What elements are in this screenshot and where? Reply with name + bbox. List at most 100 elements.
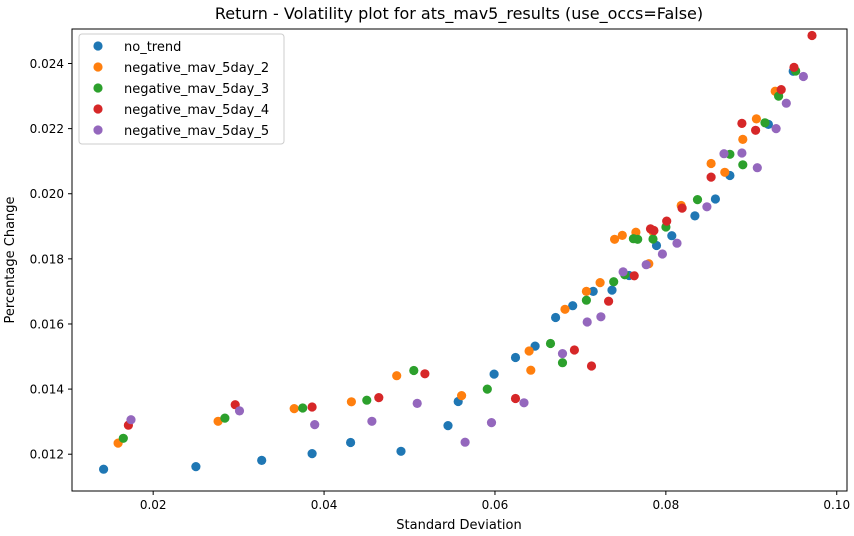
data-point <box>486 418 497 428</box>
data-point <box>99 464 109 474</box>
data-point <box>771 124 781 134</box>
data-point <box>191 462 201 472</box>
legend-marker <box>93 62 103 72</box>
data-point <box>420 369 430 379</box>
y-tick-label: 0.012 <box>30 448 64 462</box>
data-point <box>346 437 356 448</box>
data-point <box>607 285 617 295</box>
data-point <box>298 403 308 413</box>
series-negative_mav_5day_4 <box>123 30 817 430</box>
data-point <box>692 195 703 205</box>
data-point <box>519 398 529 408</box>
data-point <box>581 286 592 296</box>
data-point <box>738 134 748 144</box>
data-point <box>220 413 230 423</box>
data-point <box>677 203 687 213</box>
data-point <box>307 449 317 459</box>
data-point <box>633 234 643 244</box>
data-point <box>586 361 597 371</box>
data-point <box>737 148 747 158</box>
data-point <box>798 71 809 82</box>
legend-label: no_trend <box>124 40 181 55</box>
data-point <box>257 455 267 465</box>
data-point <box>649 225 659 236</box>
legend-label: negative_mav_5day_4 <box>124 103 269 118</box>
data-point <box>524 346 534 356</box>
data-point <box>560 304 570 314</box>
data-point <box>781 98 791 108</box>
y-tick-label: 0.014 <box>30 383 64 397</box>
data-point <box>489 369 499 379</box>
data-point <box>482 384 492 394</box>
data-point <box>374 393 384 403</box>
legend-label: negative_mav_5day_3 <box>124 82 269 97</box>
data-point <box>690 211 700 221</box>
y-tick-label: 0.020 <box>30 187 64 201</box>
data-point <box>807 30 817 41</box>
data-point <box>595 278 605 288</box>
data-point <box>234 406 245 416</box>
data-point <box>610 234 620 244</box>
data-point <box>551 312 561 323</box>
data-point <box>629 271 639 281</box>
axes-frame <box>71 28 848 492</box>
data-point <box>568 301 578 311</box>
data-point <box>569 345 580 355</box>
data-point <box>460 437 470 447</box>
series-negative_mav_5day_5 <box>126 71 809 447</box>
data-point <box>126 415 136 425</box>
data-point <box>526 365 536 375</box>
data-point <box>362 395 372 405</box>
x-axis-ticks: 0.02 0.04 0.06 0.08 0.10 <box>140 491 850 512</box>
legend: no_trend negative_mav_5day_2 negative_mav_… <box>78 33 285 145</box>
data-point <box>412 398 422 408</box>
x-tick-label: 0.08 <box>652 498 679 512</box>
x-axis-label: Standard Deviation <box>396 518 521 533</box>
data-point <box>510 393 521 404</box>
data-point <box>581 295 592 305</box>
legend-marker <box>93 125 103 135</box>
x-tick-label: 0.04 <box>311 498 338 512</box>
data-point <box>751 114 762 124</box>
data-point <box>409 365 419 376</box>
data-point <box>720 167 730 177</box>
data-point <box>307 402 317 412</box>
data-point <box>310 420 320 430</box>
data-point <box>776 85 786 95</box>
legend-marker <box>93 83 103 93</box>
data-point <box>706 172 716 182</box>
legend-frame <box>78 33 285 145</box>
data-point <box>789 62 799 72</box>
legend-marker <box>93 41 103 51</box>
data-point <box>367 416 377 426</box>
y-axis-ticks: 0.012 0.014 0.016 0.018 0.020 0.022 0.024 <box>30 57 72 462</box>
data-point <box>752 163 762 173</box>
data-point <box>738 160 748 170</box>
data-point <box>604 296 614 306</box>
data-point <box>588 286 598 296</box>
data-point <box>737 118 747 128</box>
chart-title: Return - Volatility plot for ats_mav5_re… <box>215 4 703 24</box>
x-tick-label: 0.02 <box>140 498 167 512</box>
data-point <box>510 352 521 363</box>
data-point <box>582 317 592 327</box>
data-point <box>545 338 556 349</box>
data-point <box>289 404 299 414</box>
legend-label: negative_mav_5day_2 <box>124 61 269 76</box>
data-point <box>557 349 568 359</box>
data-point <box>443 421 453 431</box>
data-points <box>99 30 817 474</box>
data-point <box>596 312 606 322</box>
y-tick-label: 0.016 <box>30 317 64 331</box>
legend-label: negative_mav_5day_5 <box>124 124 269 139</box>
data-point <box>557 358 568 368</box>
data-point <box>719 149 729 159</box>
data-point <box>118 433 128 443</box>
y-tick-label: 0.024 <box>30 57 64 71</box>
x-tick-label: 0.10 <box>823 498 850 512</box>
y-tick-label: 0.022 <box>30 122 64 136</box>
data-point <box>618 267 628 277</box>
x-tick-label: 0.06 <box>482 498 509 512</box>
data-point <box>617 230 627 240</box>
